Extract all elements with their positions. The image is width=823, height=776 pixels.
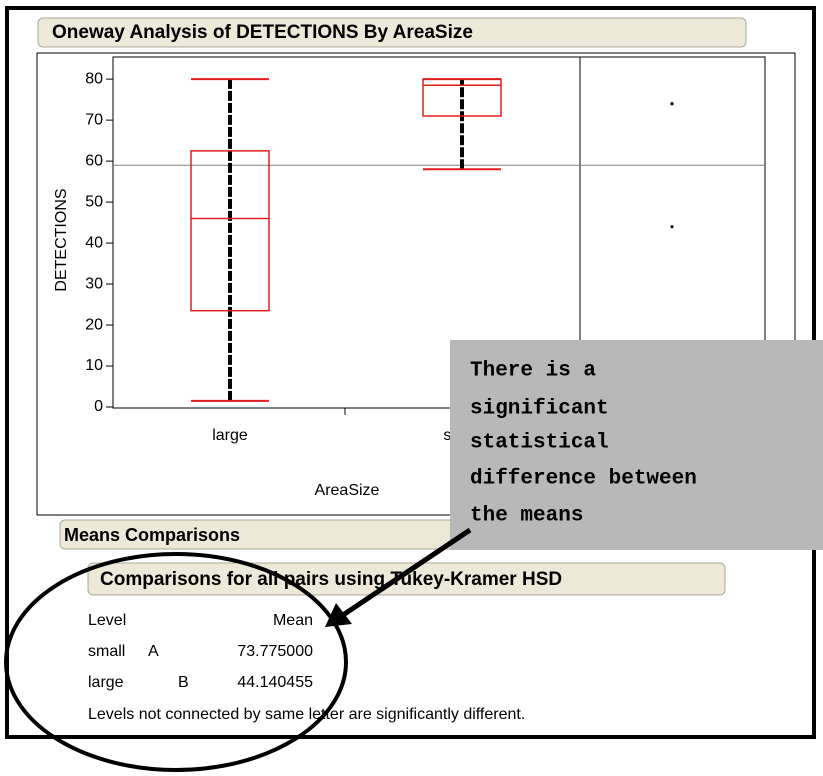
cell: small [88, 643, 125, 660]
y-tick-label: 30 [85, 275, 103, 292]
y-axis-label: DETECTIONS [53, 188, 70, 291]
y-tick-label: 40 [85, 234, 103, 251]
header-level: Level [88, 612, 126, 629]
x-axis-label: AreaSize [315, 482, 380, 499]
title-bar[interactable] [37, 17, 747, 48]
y-tick-label: 20 [85, 316, 103, 333]
cell: A [148, 643, 159, 660]
y-tick-label: 60 [85, 152, 103, 169]
y-tick-label: 50 [85, 193, 103, 210]
mean-point [670, 102, 674, 106]
arrow [341, 527, 472, 618]
callout-line: statistical [470, 432, 609, 455]
cell: large [88, 674, 124, 691]
header-mean: Mean [273, 612, 313, 629]
cell: 44.140455 [237, 674, 313, 691]
means-title: Means Comparisons [64, 525, 240, 545]
x-tick-label: large [212, 427, 248, 444]
tukey-title: Comparisons for all pairs using Tukey-Kr… [100, 569, 562, 590]
mean-point [670, 225, 674, 229]
title: Oneway Analysis of DETECTIONS By AreaSiz… [52, 22, 473, 43]
y-tick-label: 80 [85, 70, 103, 87]
y-tick-label: 70 [85, 111, 103, 128]
y-tick-label: 0 [94, 398, 103, 415]
cell: B [178, 674, 189, 691]
callout-line: There is a [470, 360, 596, 383]
callout-line: the means [470, 505, 583, 528]
callout-line: difference between [470, 468, 697, 491]
y-tick-label: 10 [85, 357, 103, 374]
cell: 73.775000 [237, 643, 313, 660]
note: Levels not connected by same letter are … [88, 706, 525, 723]
box [190, 150, 270, 312]
callout-box [450, 340, 823, 550]
tukey-bar[interactable] [87, 562, 726, 596]
highlight-ellipse [4, 552, 348, 772]
callout-line: significant [470, 398, 609, 421]
